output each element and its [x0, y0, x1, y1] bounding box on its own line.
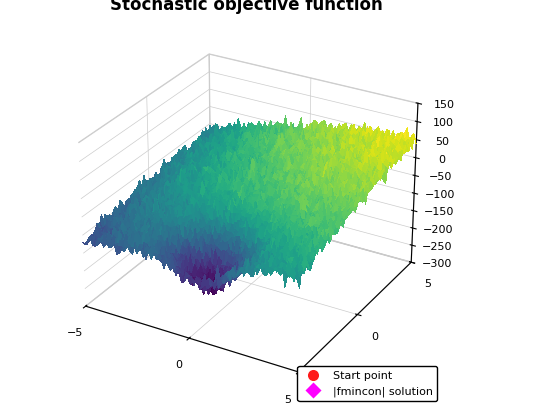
- Legend: Start point, |fmincon| solution: Start point, |fmincon| solution: [297, 366, 437, 401]
- Title: Stochastic objective function: Stochastic objective function: [110, 0, 383, 14]
